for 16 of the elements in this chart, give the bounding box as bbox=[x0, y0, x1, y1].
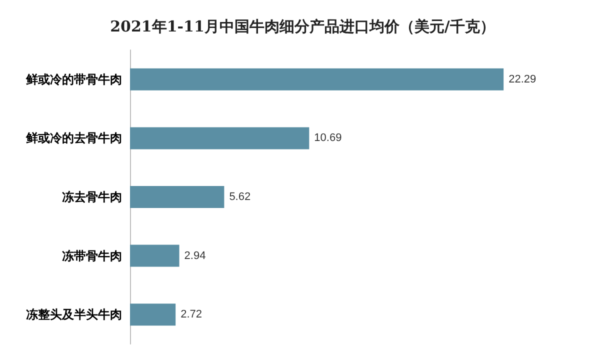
y-tick-label: 冻去骨牛肉 bbox=[62, 190, 122, 204]
data-label: 5.62 bbox=[229, 191, 251, 203]
bar bbox=[130, 127, 310, 150]
y-tick-label: 冻带骨牛肉 bbox=[62, 248, 122, 263]
bar bbox=[130, 68, 504, 90]
data-label: 22.29 bbox=[508, 73, 536, 86]
y-tick-label: 鲜或冷的去骨牛肉 bbox=[25, 131, 122, 146]
bar bbox=[130, 186, 224, 208]
y-tick-label: 冻整头及半头牛肉 bbox=[26, 308, 122, 322]
data-label: 2.72 bbox=[180, 308, 202, 321]
bar bbox=[130, 244, 180, 267]
data-label: 10.69 bbox=[314, 132, 342, 144]
bar bbox=[130, 304, 176, 326]
y-tick-label: 鲜或冷的带骨牛肉 bbox=[25, 72, 122, 86]
chart-title: 2021年1-11月中国牛肉细分产品进口均价（美元/千克） bbox=[110, 18, 495, 36]
data-label: 2.94 bbox=[184, 250, 206, 262]
